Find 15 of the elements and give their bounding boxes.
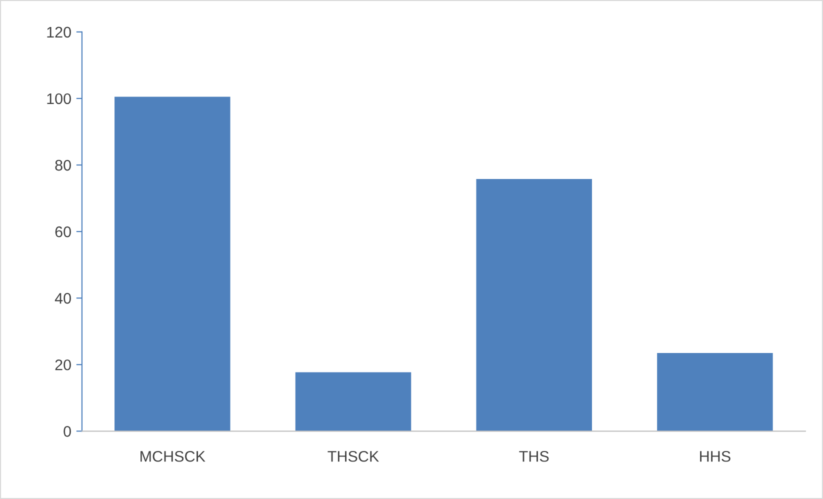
y-tick-label: 60	[55, 226, 71, 238]
y-tick-label: 100	[47, 93, 71, 104]
x-tick-label: THSCK	[328, 450, 379, 462]
bar	[476, 178, 592, 432]
bar	[657, 352, 773, 432]
y-tick-label: 20	[55, 359, 71, 370]
y-tick-label: 0	[64, 426, 71, 437]
bar	[114, 96, 230, 432]
y-tick-label: 120	[47, 26, 71, 38]
x-tick-label: MCHSCK	[140, 450, 206, 462]
bar	[295, 372, 412, 432]
x-tick-label: THS	[519, 450, 549, 462]
x-tick-label: HHS	[700, 450, 730, 462]
y-tick-label: 80	[55, 160, 71, 171]
y-tick-label: 40	[54, 292, 71, 304]
